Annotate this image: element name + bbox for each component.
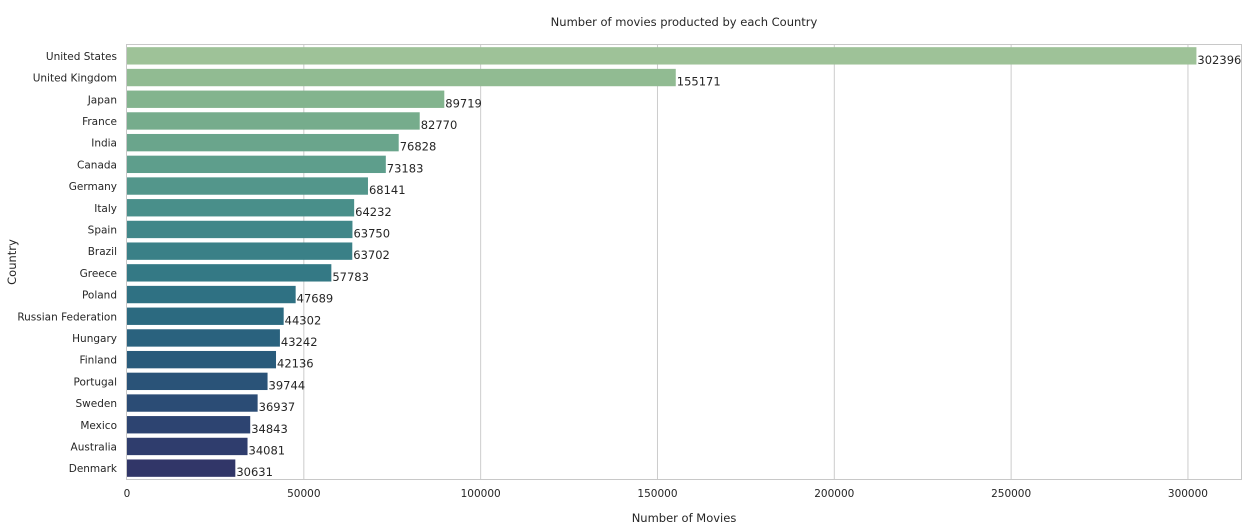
category-label: Sweden: [76, 398, 118, 410]
y-axis-label: Country: [5, 239, 19, 285]
bar: [127, 329, 280, 347]
bar: [127, 220, 353, 239]
x-tick-label: 200000: [814, 488, 854, 500]
bar: [127, 459, 236, 477]
value-label: 34081: [249, 443, 286, 457]
bar: [127, 372, 268, 391]
category-label: Italy: [94, 203, 117, 215]
bar: [127, 394, 258, 412]
category-label: Brazil: [88, 246, 117, 258]
value-label: 302396: [1197, 53, 1241, 67]
bar: [127, 242, 353, 260]
value-label: 44302: [285, 313, 322, 327]
value-label: 64232: [355, 205, 392, 219]
chart-title: Number of movies producted by each Count…: [551, 15, 818, 29]
value-label: 82770: [421, 118, 458, 132]
value-label: 36937: [259, 400, 296, 414]
value-label: 34843: [251, 422, 288, 436]
value-label: 57783: [332, 270, 369, 284]
value-label: 39744: [269, 378, 306, 392]
x-tick-label: 100000: [461, 488, 501, 500]
value-label: 42136: [277, 357, 314, 371]
bars: [127, 47, 1197, 477]
value-label: 63702: [353, 248, 390, 262]
category-label: Denmark: [69, 463, 118, 475]
category-label: Greece: [80, 268, 117, 280]
category-labels: United States United Kingdom Japan France In…: [17, 51, 118, 475]
value-label: 73183: [387, 161, 424, 175]
category-label: Australia: [71, 441, 117, 453]
x-tick-label: 50000: [287, 488, 320, 500]
x-tick-label: 150000: [637, 488, 677, 500]
category-label: Mexico: [80, 420, 117, 432]
value-label: 30631: [236, 465, 273, 479]
bar: [127, 350, 277, 369]
value-label: 76828: [400, 140, 437, 154]
category-label: Spain: [88, 224, 117, 236]
x-tick-label: 300000: [1168, 488, 1208, 500]
category-label: Germany: [69, 181, 117, 193]
category-label: Hungary: [72, 333, 117, 345]
category-label: United Kingdom: [33, 73, 117, 85]
category-label: Finland: [79, 355, 117, 367]
category-label: Japan: [87, 94, 117, 106]
category-label: Canada: [77, 159, 117, 171]
category-label: Portugal: [74, 376, 118, 388]
value-label: 68141: [369, 183, 406, 197]
category-label: United States: [46, 51, 117, 63]
bar: [127, 264, 332, 282]
category-label: India: [91, 138, 117, 150]
bar: [127, 177, 368, 195]
bar: [127, 133, 399, 152]
bar: [127, 68, 676, 87]
bar: [127, 285, 296, 304]
x-axis-label: Number of Movies: [632, 511, 737, 525]
gridlines: [303, 45, 1189, 479]
value-label: 43242: [281, 335, 318, 349]
category-label: Russian Federation: [17, 311, 117, 323]
value-label: 155171: [677, 75, 721, 89]
bar: [127, 47, 1197, 65]
bar: [127, 307, 284, 325]
x-tick-label: 0: [124, 488, 131, 500]
bar: [127, 199, 355, 217]
x-tick-labels: 0 50000 100000 150000 200000 250000 300000: [124, 488, 1208, 500]
value-label: 63750: [353, 226, 390, 240]
bar: [127, 90, 445, 108]
bar: [127, 112, 420, 130]
plot-frame: [126, 44, 1242, 480]
x-tick-label: 250000: [991, 488, 1031, 500]
bar: [127, 437, 248, 456]
bar: [127, 155, 386, 174]
category-label: France: [82, 116, 117, 128]
bar: [127, 416, 251, 434]
value-label: 47689: [297, 292, 334, 306]
value-labels: 302396 155171 89719 82770 76828 73183 68141 642…: [236, 53, 1241, 479]
category-label: Poland: [82, 290, 117, 302]
value-label: 89719: [445, 96, 482, 110]
